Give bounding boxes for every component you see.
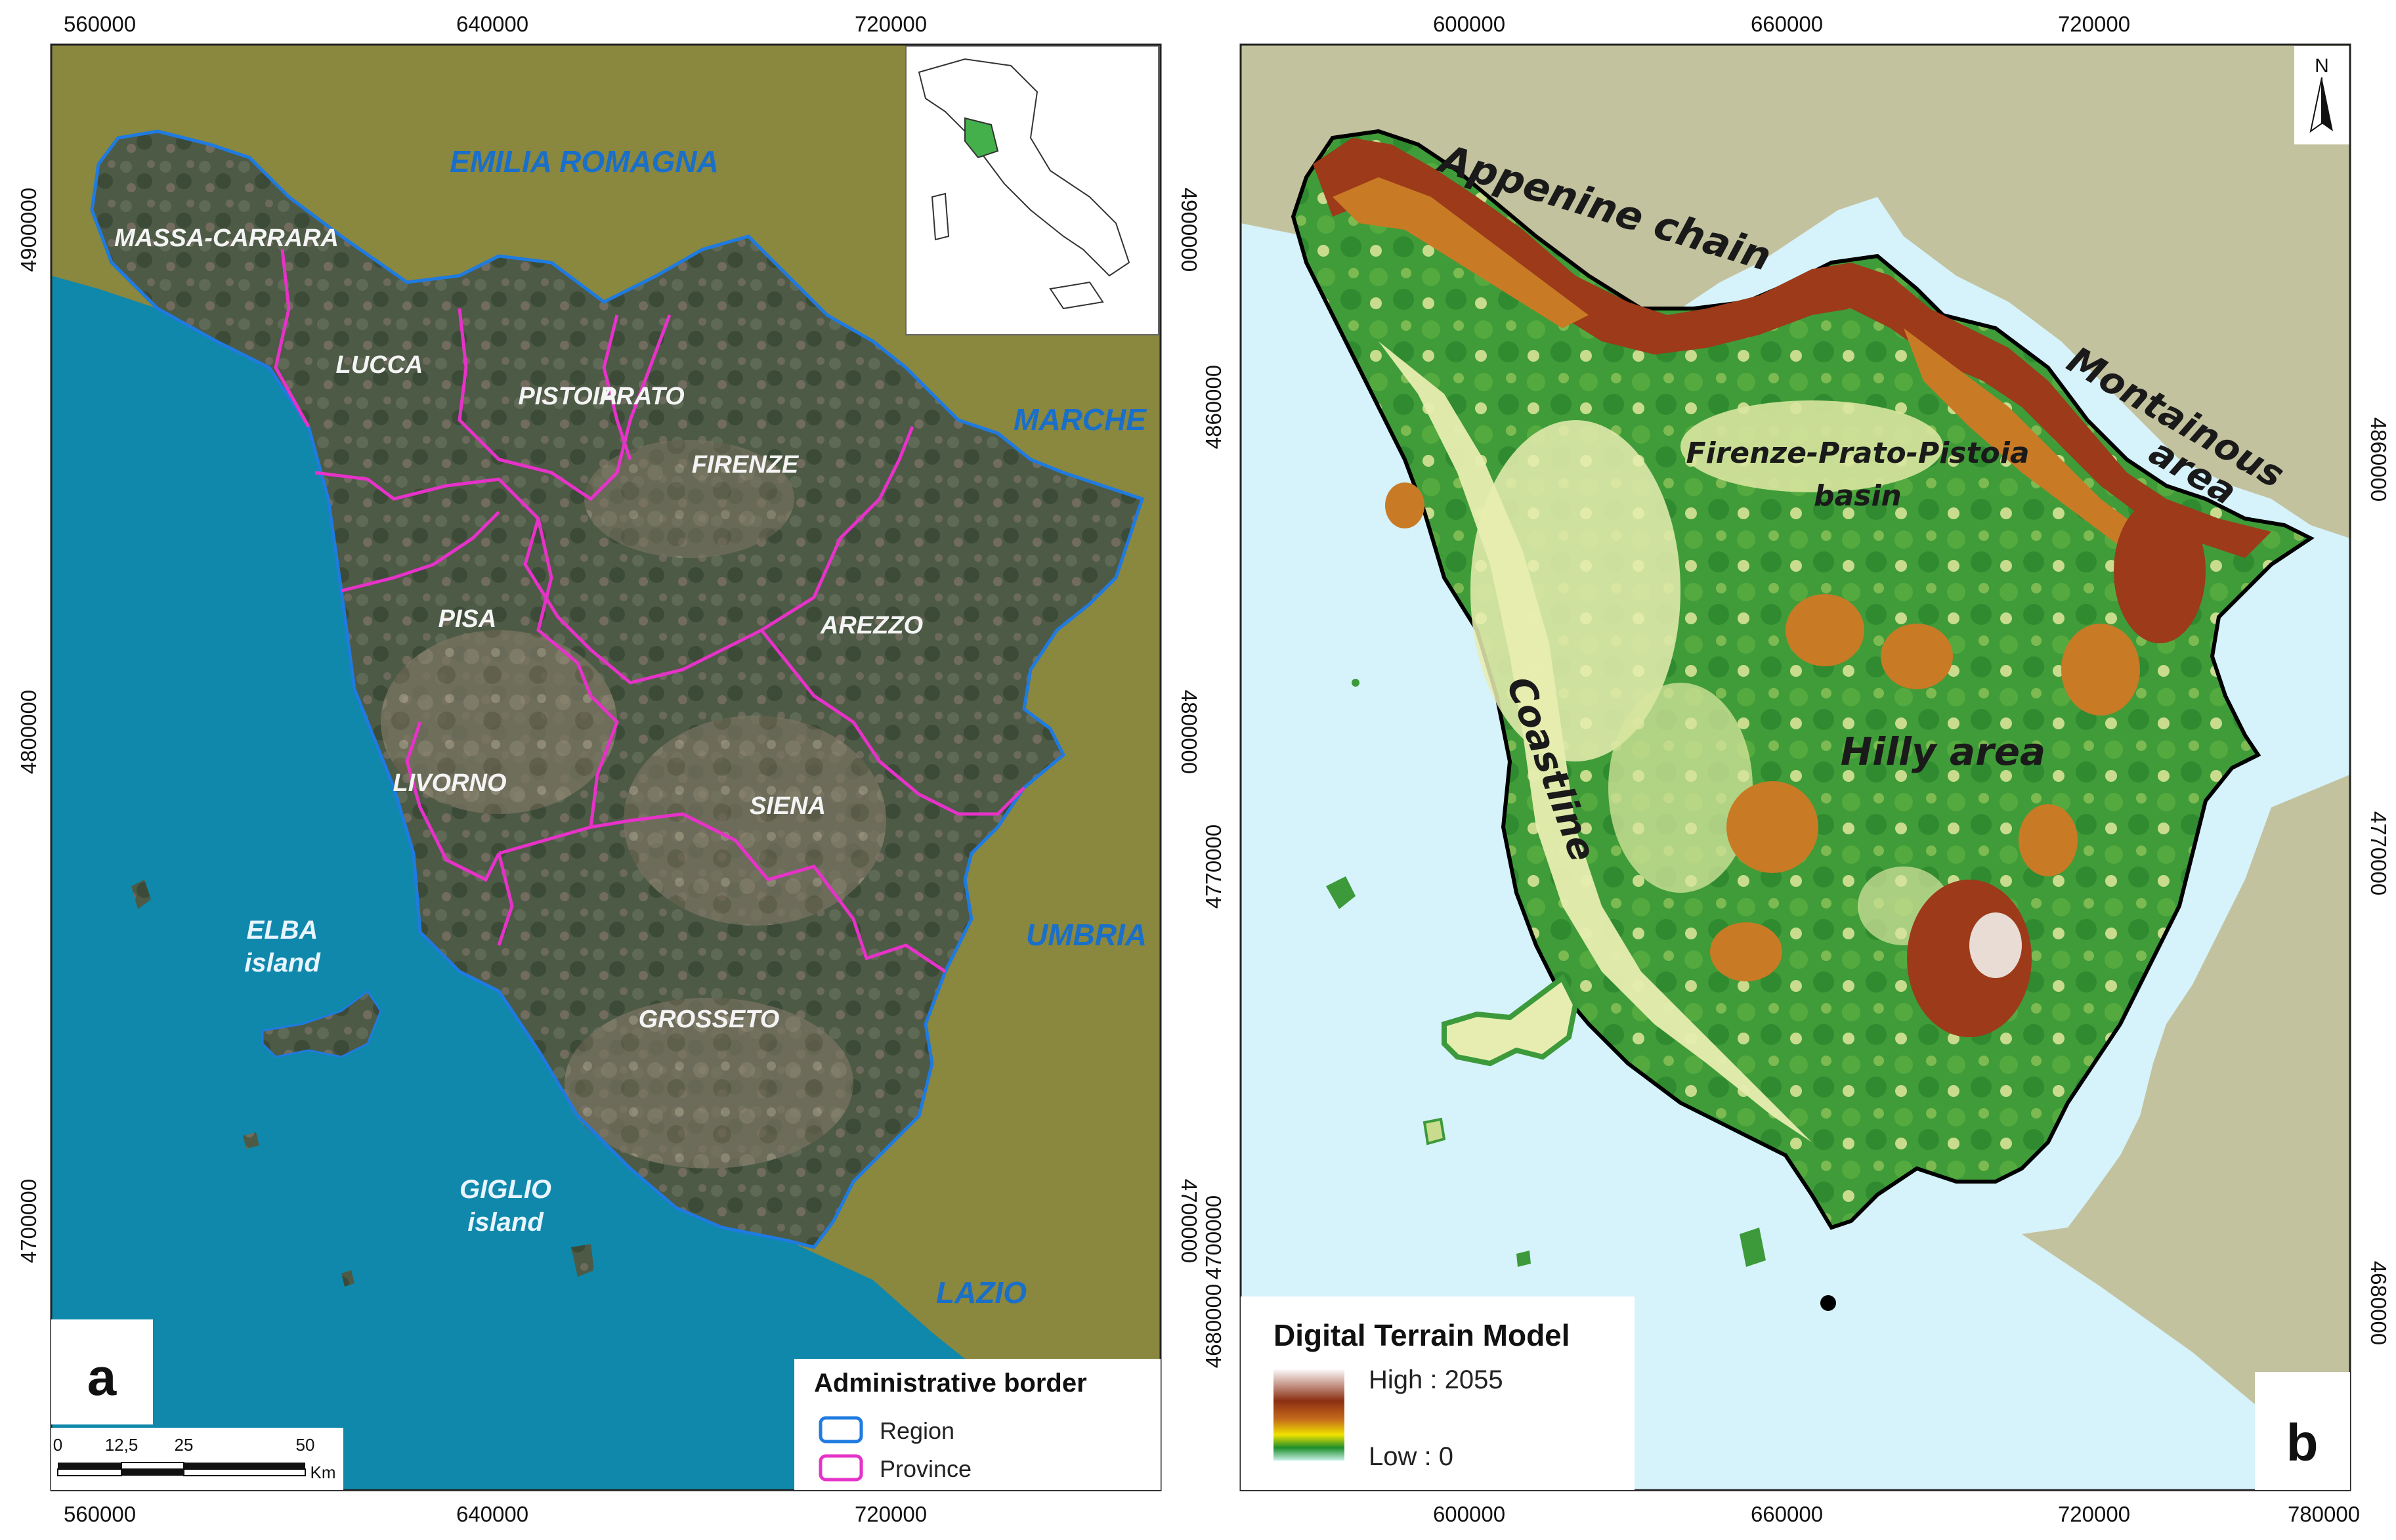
- region-label-emilia-romagna: EMILIA ROMAGNA: [450, 144, 719, 179]
- b-xtick-top-0: 600000: [1433, 12, 1505, 36]
- elba-label-line2: island: [244, 949, 321, 977]
- province-label-prato: PRATO: [599, 383, 685, 410]
- province-label-pisa: PISA: [439, 605, 497, 633]
- label-basin-line2: basin: [1814, 479, 1902, 513]
- a-ytick-left-2: 4700000: [16, 1179, 41, 1263]
- province-label-livorno: LIVORNO: [393, 769, 506, 797]
- province-label-firenze: FIRENZE: [692, 451, 800, 479]
- province-label-siena: SIENA: [750, 792, 826, 820]
- elba-label: ELBA island: [244, 916, 321, 977]
- panel-b-axis-ticks: 600000 600000 660000 660000 720000 720000 7800…: [1201, 12, 2391, 1526]
- scale-bar: 0 12,5 25 50 Km: [51, 1428, 343, 1490]
- region-label-umbria: UMBRIA: [1026, 918, 1147, 952]
- italy-inset: [905, 45, 1159, 335]
- scale-label-12: 12,5: [105, 1435, 139, 1455]
- panel-a-axis-ticks: 560000 560000 640000 640000 720000 720000 4900…: [16, 12, 1201, 1526]
- b-ytick-left-3: 4680000: [1201, 1284, 1226, 1368]
- a-ytick-left-1: 4800000: [16, 690, 41, 774]
- legend-b-low: Low : 0: [1369, 1442, 1453, 1471]
- a-xtick-top-0: 560000: [64, 12, 136, 36]
- b-xtick-top-1: 660000: [1751, 12, 1823, 36]
- a-xtick-bottom-1: 640000: [456, 1502, 528, 1526]
- scale-label-25: 25: [175, 1435, 194, 1455]
- legend-a-region: Region: [880, 1417, 954, 1444]
- a-xtick-top-1: 640000: [456, 12, 528, 36]
- north-letter: N: [2315, 55, 2329, 77]
- giglio-label-line2: island: [467, 1208, 544, 1237]
- a-xtick-bottom-0: 560000: [64, 1502, 136, 1526]
- b-ytick-right-0: 4860000: [2366, 417, 2391, 502]
- province-label-pistoia: PISTOIA: [518, 383, 617, 410]
- panel-a-letter: a: [87, 1348, 117, 1406]
- b-xtick-top-2: 720000: [2058, 12, 2130, 36]
- a-ytick-right-2: 4700000: [1177, 1179, 1201, 1263]
- giglio-label-line1: GIGLIO: [460, 1175, 551, 1204]
- a-xtick-bottom-2: 720000: [855, 1502, 927, 1526]
- legend-a-title: Administrative border: [814, 1369, 1087, 1398]
- region-labels: EMILIA ROMAGNA MARCHE UMBRIA LAZIO: [450, 144, 1147, 1310]
- region-label-lazio: LAZIO: [936, 1275, 1027, 1310]
- legend-b-title: Digital Terrain Model: [1273, 1318, 1570, 1352]
- label-basin-line1: Firenze-Prato-Pistoia: [1686, 437, 2029, 470]
- legend-b-high: High : 2055: [1369, 1365, 1503, 1394]
- b-ytick-left-0: 4860000: [1201, 365, 1226, 449]
- a-xtick-top-2: 720000: [855, 12, 927, 36]
- panel-a-sea: [51, 276, 1116, 1490]
- b-xtick-bottom-0: 600000: [1433, 1502, 1505, 1526]
- b-ytick-left-1: 4770000: [1201, 824, 1226, 909]
- b-ytick-right-1: 4770000: [2366, 811, 2391, 895]
- b-ytick-right-2: 4680000: [2366, 1261, 2391, 1345]
- giglio-label: GIGLIO island: [460, 1175, 551, 1237]
- scale-label-50: 50: [296, 1435, 315, 1455]
- b-xtick-bottom-2: 720000: [2058, 1502, 2130, 1526]
- elba-label-line1: ELBA: [247, 916, 318, 945]
- panel-b-legend: Digital Terrain Model High : 2055 Low : …: [1241, 1296, 1635, 1490]
- province-label-grosseto: GROSSETO: [639, 1006, 780, 1033]
- panel-a-legend: Administrative border Region Province: [794, 1359, 1161, 1490]
- panel-b-letter: b: [2286, 1413, 2319, 1472]
- panel-a-tuscany-land: [92, 131, 1142, 1247]
- a-ytick-left-0: 4900000: [16, 188, 41, 272]
- b-xtick-bottom-1: 660000: [1751, 1502, 1823, 1526]
- panel-b-elba: [1442, 973, 1579, 1067]
- b-ytick-left-2: 4700000: [1201, 1195, 1226, 1279]
- panel-b: N Appenine chain Montainous area Firenze…: [1201, 12, 2391, 1526]
- label-hilly-area: Hilly area: [1841, 729, 2045, 774]
- panel-a-elba: [261, 989, 382, 1058]
- province-label-lucca: LUCCA: [336, 351, 423, 379]
- province-label-arezzo: AREZZO: [820, 612, 923, 639]
- legend-a-province: Province: [880, 1455, 972, 1482]
- panel-a-region-border: [90, 129, 1145, 1249]
- province-label-massa-carrara: MASSA-CARRARA: [114, 225, 339, 252]
- north-arrow: N: [2294, 46, 2350, 144]
- scale-label-0: 0: [53, 1435, 62, 1455]
- scale-unit: Km: [310, 1463, 336, 1482]
- b-xtick-bottom-3: 780000: [2288, 1502, 2360, 1526]
- region-label-marche: MARCHE: [1014, 402, 1147, 437]
- a-ytick-right-0: 4900000: [1177, 188, 1201, 272]
- a-ytick-right-1: 4800000: [1177, 690, 1201, 774]
- panel-a-province-borders: [274, 249, 1025, 973]
